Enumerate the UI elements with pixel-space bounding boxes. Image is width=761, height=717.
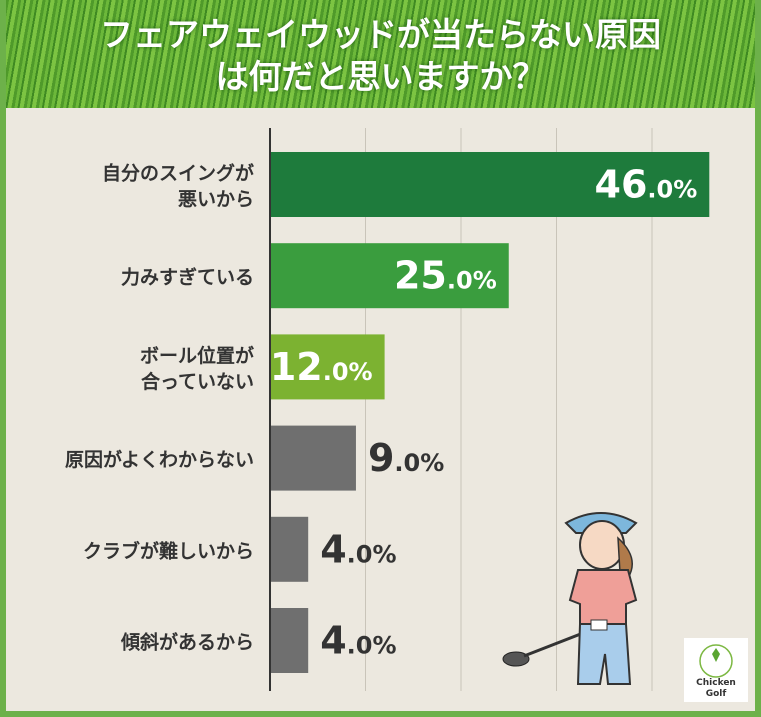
bar — [270, 152, 710, 217]
golfer-illustration — [502, 512, 638, 685]
chicken-golf-logo: Chicken Golf — [684, 638, 748, 702]
bar — [270, 516, 309, 582]
category-label: 力みすぎている — [121, 266, 254, 289]
value-label: 4.0% — [320, 527, 396, 571]
title-line-2: は何だと思いますか？ — [215, 57, 546, 96]
bar — [270, 243, 509, 309]
bar — [270, 334, 385, 400]
chart-area: 自分のスイングが悪いから 46.0% 力みすぎている 25.0% ボール位置が 合っていな… — [6, 108, 755, 711]
bar — [270, 608, 309, 673]
category-label: 傾斜があるから — [120, 631, 254, 654]
category-label: 自分のスイングが — [102, 162, 254, 185]
category-label: 原因がよくわからない — [65, 448, 254, 471]
logo-text-2: Golf — [706, 689, 727, 699]
category-label: 悪いから — [178, 189, 254, 211]
value-label: 4.0% — [320, 619, 396, 663]
value-label: 12.0% — [270, 345, 373, 389]
category-label: クラブが難しいから — [83, 539, 254, 562]
value-label: 25.0% — [394, 254, 497, 298]
header: フェアウェイウッドが当たらない原因 は何だと思いますか？ — [6, 0, 755, 108]
logo-text-1: Chicken — [696, 678, 736, 688]
bar — [270, 425, 356, 491]
category-label: 合っていない — [141, 370, 254, 393]
category-label: ボール位置が — [140, 344, 254, 367]
value-label: 46.0% — [595, 163, 698, 207]
title-line-1: フェアウェイウッドが当たらない原因 — [100, 15, 661, 54]
chart-title: フェアウェイウッドが当たらない原因 は何だと思いますか？ — [6, 14, 755, 98]
value-label: 9.0% — [368, 436, 444, 480]
